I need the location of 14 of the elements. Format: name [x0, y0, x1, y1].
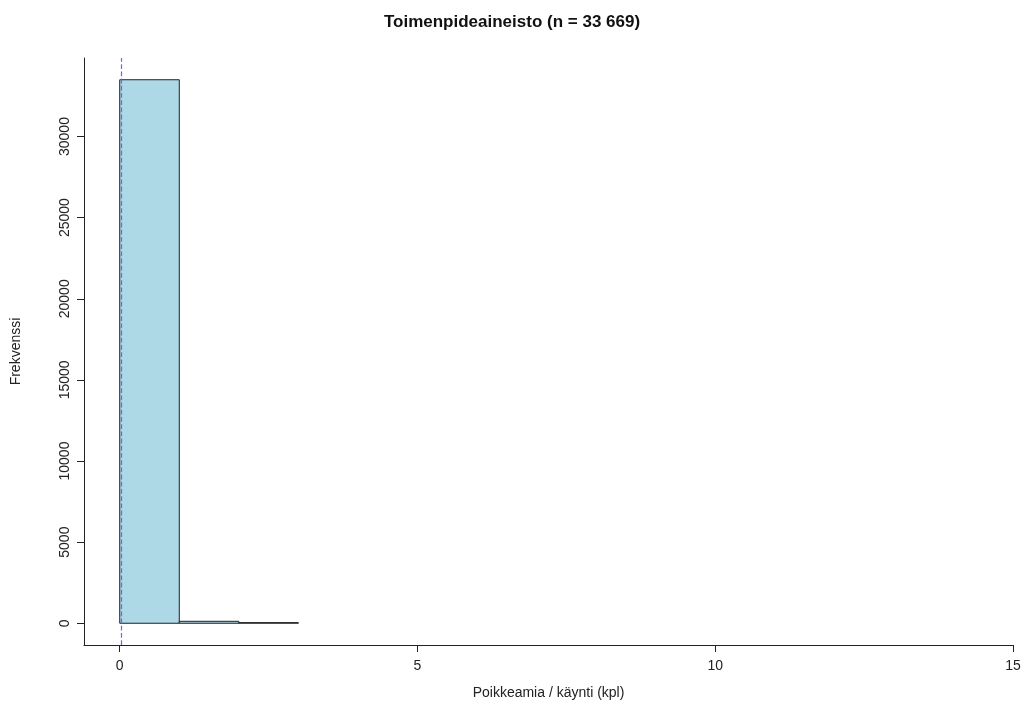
y-axis-title: Frekvenssi [7, 317, 23, 386]
chart-title: Toimenpideaineisto (n = 33 669) [383, 12, 641, 31]
x-tick-label: 0 [115, 657, 124, 673]
y-tick-label: 10000 [56, 441, 72, 481]
y-tick-label: 20000 [56, 279, 72, 319]
x-tick-label: 15 [1005, 657, 1021, 673]
y-tick-label: 25000 [56, 197, 72, 238]
x-tick-label: 5 [413, 657, 422, 673]
y-tick-label: 30000 [56, 116, 72, 156]
x-axis-title: Poikkeamia / käynti (kpl) [472, 684, 625, 700]
y-tick-label: 5000 [56, 526, 72, 558]
x-tick-label: 10 [707, 657, 724, 673]
y-tick-label: 0 [56, 619, 72, 628]
y-tick-label: 15000 [56, 360, 72, 400]
